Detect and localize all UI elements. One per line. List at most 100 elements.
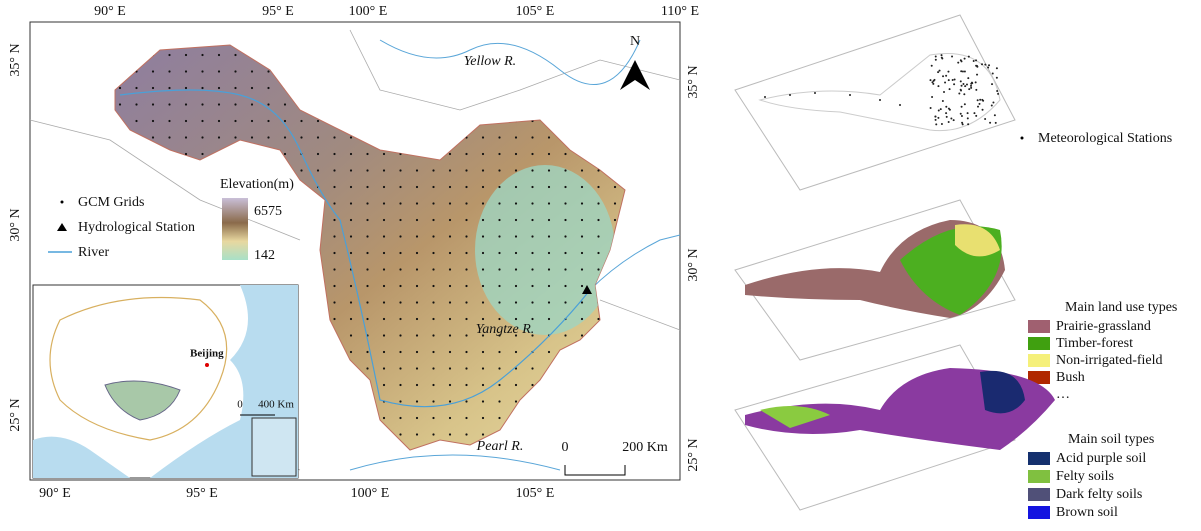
grid-dot	[564, 251, 567, 255]
grid-dot	[382, 202, 386, 205]
grid-dot	[333, 301, 336, 304]
grid-dot	[333, 284, 336, 288]
station-dot	[995, 76, 998, 79]
grid-dot	[432, 251, 435, 255]
grid-dot	[498, 169, 501, 172]
grid-dot	[415, 416, 419, 420]
station-dot	[879, 99, 881, 101]
station-dot	[959, 59, 962, 62]
station-dot	[947, 120, 950, 123]
grid-dot	[415, 433, 419, 436]
grid-dot	[184, 136, 188, 139]
grid-dot	[531, 235, 534, 238]
station-dot	[957, 61, 960, 64]
grid-dot	[283, 119, 287, 123]
station-dot	[976, 65, 979, 68]
soil-map	[745, 368, 1055, 450]
grid-dot	[465, 185, 468, 189]
landuse-legend: Prairie-grassland Timber-forest Non-irriga…	[1028, 319, 1163, 402]
station-dot	[975, 59, 978, 62]
grid-dot	[415, 235, 419, 238]
station-dot	[973, 112, 976, 115]
grid-dot	[382, 301, 386, 304]
grid-dot	[399, 400, 402, 403]
grid-dot	[283, 136, 287, 139]
grid-dot	[399, 416, 402, 420]
grid-dot	[498, 152, 501, 156]
station-dot	[953, 78, 956, 81]
grid-dot	[448, 152, 452, 156]
grid-dot	[564, 169, 567, 172]
grid-dot	[349, 350, 353, 354]
station-dot	[940, 122, 943, 125]
grid-dot	[465, 268, 468, 271]
coordinates: 90° E 95° E 100° E 105° E 110° E 90° E 95° E 10…	[8, 4, 701, 501]
grid-dot	[448, 383, 452, 387]
station-dot	[849, 94, 851, 96]
grid-dot	[432, 400, 435, 403]
grid-dot	[349, 136, 353, 139]
station-dot	[997, 92, 1000, 95]
grid-dot	[531, 169, 534, 172]
grid-dot	[465, 416, 468, 420]
grid-dot	[234, 86, 237, 90]
meteorological-stations	[764, 54, 1000, 126]
grid-dot	[432, 367, 435, 370]
legend-swatch	[1028, 337, 1050, 350]
legend-label: Dark felty soils	[1056, 487, 1142, 502]
grid-dot	[151, 86, 155, 90]
grid-dot	[514, 350, 518, 354]
station-dot	[975, 88, 978, 91]
grid-dot	[234, 103, 237, 106]
grid-dot	[481, 301, 485, 304]
legend-label: Non-irrigated-field	[1056, 353, 1163, 368]
grid-dot	[399, 433, 402, 436]
grid-dot	[349, 235, 353, 238]
grid-dot	[349, 301, 353, 304]
grid-dot	[481, 284, 485, 288]
grid-dot	[580, 268, 584, 271]
grid-dot	[201, 119, 204, 123]
station-dot	[953, 83, 956, 86]
grid-dot	[531, 136, 534, 139]
grid-dot	[547, 284, 551, 288]
grid-dot	[597, 317, 600, 321]
grid-dot	[201, 70, 204, 73]
station-dot	[937, 85, 940, 88]
inset-islands	[251, 417, 297, 477]
grid-dot	[250, 136, 254, 139]
grid-dot	[415, 334, 419, 337]
grid-dot	[333, 185, 336, 189]
grid-dot	[564, 218, 567, 222]
grid-dot	[448, 169, 452, 172]
station-dot	[958, 92, 961, 95]
grid-dot	[382, 218, 386, 222]
grid-dot	[432, 350, 435, 354]
station-dot	[959, 80, 962, 83]
grid-dot	[448, 317, 452, 321]
river-label: Yellow R.	[464, 54, 516, 69]
station-dot	[943, 90, 946, 93]
station-dot	[952, 119, 955, 122]
station-dot	[976, 99, 979, 102]
station-dot	[940, 56, 943, 59]
station-dot	[970, 84, 973, 87]
grid-dot	[382, 284, 386, 288]
grid-dot	[597, 169, 600, 172]
grid-dot	[184, 86, 188, 90]
grid-dot	[316, 152, 320, 156]
north-arrow	[620, 60, 650, 90]
station-dot	[963, 93, 966, 96]
grid-dot	[465, 334, 468, 337]
grid-dot	[531, 218, 534, 222]
station-dot	[945, 105, 948, 108]
station-dot	[967, 77, 970, 80]
grid-dot	[250, 119, 254, 123]
grid-dot	[333, 218, 336, 222]
scale-label: 0	[562, 440, 569, 455]
inset-city	[205, 363, 209, 367]
station-dot	[961, 121, 964, 124]
grid-dot	[481, 317, 485, 321]
legend-label: Timber-forest	[1056, 336, 1133, 351]
grid-dot	[514, 218, 518, 222]
